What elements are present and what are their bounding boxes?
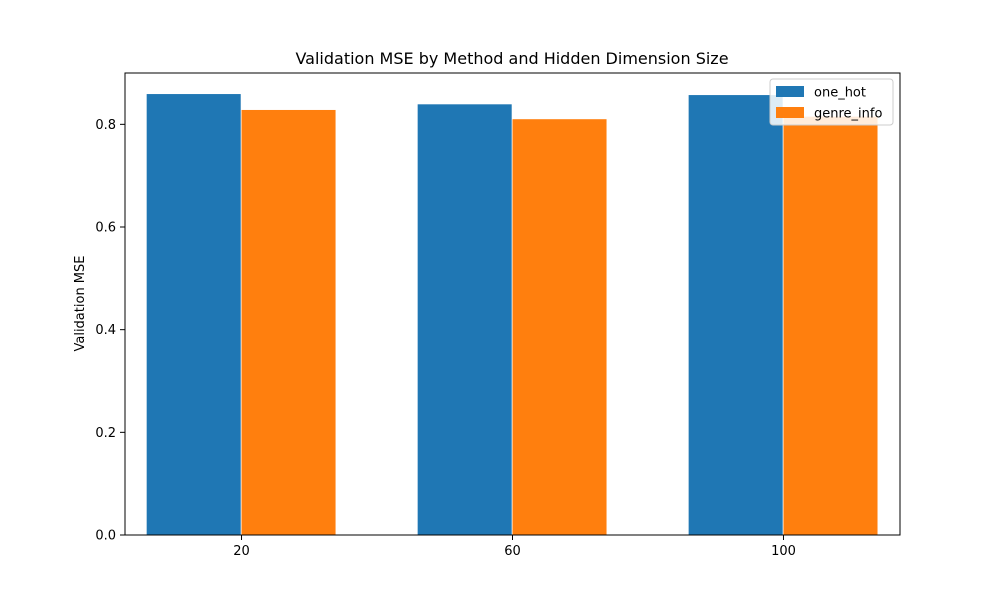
y-tick-label: 0.6 — [95, 221, 116, 236]
legend-label-one_hot: one_hot — [814, 86, 866, 101]
x-tick-label: 20 — [233, 544, 250, 559]
y-tick-label: 0.4 — [95, 323, 116, 338]
bar-genre_info-100 — [783, 116, 878, 535]
bar-one_hot-60 — [417, 104, 512, 535]
legend-label-genre_info: genre_info — [814, 107, 882, 122]
bar-genre_info-20 — [241, 109, 336, 536]
y-tick-label: 0.8 — [95, 118, 116, 133]
y-tick-label: 0.0 — [95, 529, 116, 544]
legend: one_hot genre_info — [769, 78, 894, 126]
plot-frame — [124, 72, 901, 536]
x-tick-label: 100 — [771, 544, 796, 559]
chart-title: Validation MSE by Method and Hidden Dime… — [295, 49, 728, 68]
y-axis-label: Validation MSE — [73, 255, 88, 351]
y-tick-label: 0.2 — [95, 426, 116, 441]
bars-layer — [146, 94, 878, 536]
legend-swatch-genre_info — [776, 107, 804, 118]
bar-one_hot-20 — [146, 94, 241, 536]
x-tick-label: 60 — [504, 544, 521, 559]
bar-one_hot-100 — [688, 95, 783, 535]
legend-swatch-one_hot — [776, 86, 804, 97]
ticks-layer: 20 60 100 0.0 0.2 0.4 0.6 0.8 — [95, 118, 796, 559]
bar-genre_info-60 — [512, 119, 607, 535]
